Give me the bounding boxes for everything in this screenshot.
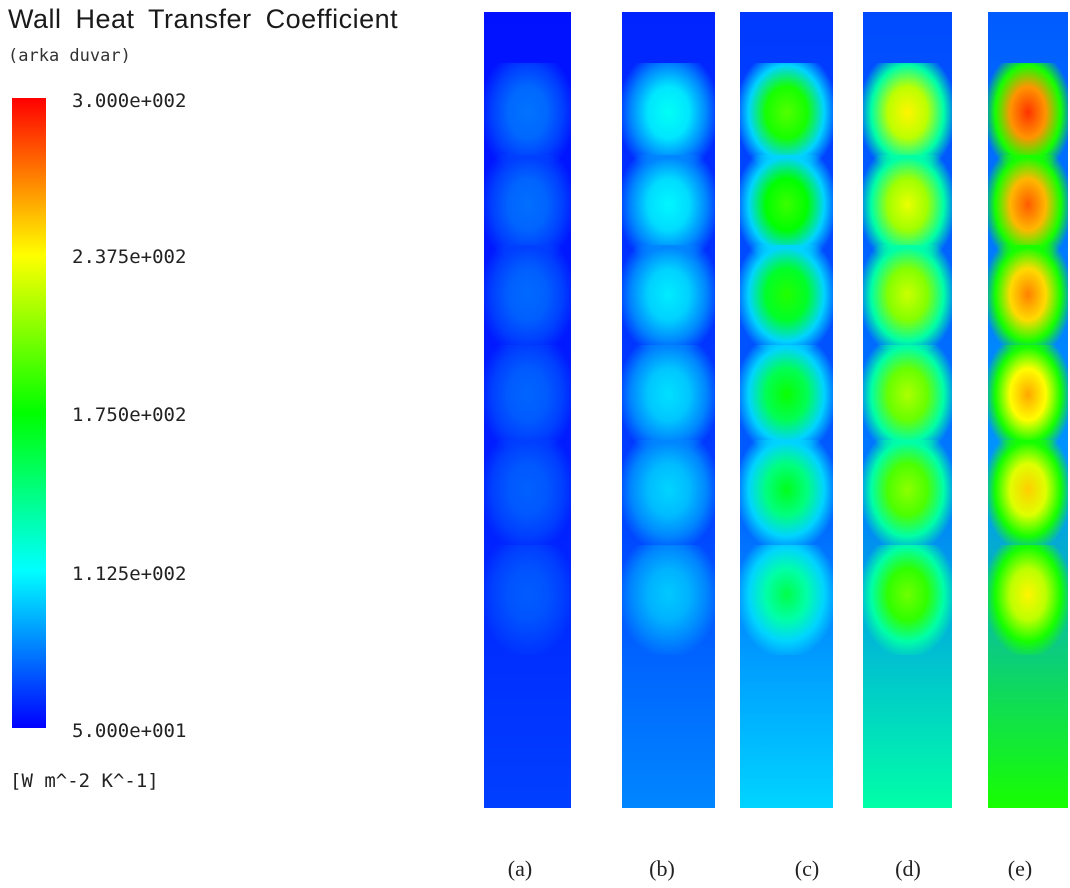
- contour-spot: [484, 245, 571, 355]
- colorbar-units: [W m^-2 K^-1]: [10, 770, 159, 792]
- panel-label: (a): [490, 856, 550, 882]
- contour-spot: [622, 545, 715, 655]
- contour-panel: [988, 12, 1068, 808]
- panel-label: (d): [878, 856, 938, 882]
- contour-spot: [988, 245, 1068, 355]
- contour-spot: [863, 440, 952, 550]
- contour-spot: [740, 345, 833, 455]
- contour-spot: [622, 345, 715, 455]
- contour-spot: [740, 545, 833, 655]
- contour-spot: [863, 345, 952, 455]
- contour-panel: [622, 12, 715, 808]
- contour-spot: [988, 440, 1068, 550]
- panel-label: (c): [777, 856, 837, 882]
- contour-spot: [988, 345, 1068, 455]
- contour-spot: [622, 440, 715, 550]
- contour-spot: [484, 545, 571, 655]
- contour-spot: [740, 245, 833, 355]
- chart-subtitle: (arka duvar): [8, 46, 131, 66]
- contour-spot: [740, 440, 833, 550]
- contour-spot: [863, 545, 952, 655]
- contour-spot: [622, 245, 715, 355]
- panel-label: (e): [990, 856, 1050, 882]
- contour-panel: [740, 12, 833, 808]
- chart-title: Wall Heat Transfer Coefficient: [8, 4, 398, 35]
- colorbar-tick-label: 3.000e+002: [72, 90, 186, 112]
- contour-spot: [484, 440, 571, 550]
- contour-spot: [988, 545, 1068, 655]
- contour-spot: [484, 345, 571, 455]
- colorbar-tick-label: 1.125e+002: [72, 563, 186, 585]
- colorbar-tick-label: 1.750e+002: [72, 404, 186, 426]
- contour-panel: [484, 12, 571, 808]
- colorbar-tick-label: 2.375e+002: [72, 246, 186, 268]
- contour-spot: [863, 245, 952, 355]
- colorbar-tick-label: 5.000e+001: [72, 720, 186, 742]
- colorbar: [12, 98, 46, 728]
- panel-label: (b): [632, 856, 692, 882]
- contour-panel: [863, 12, 952, 808]
